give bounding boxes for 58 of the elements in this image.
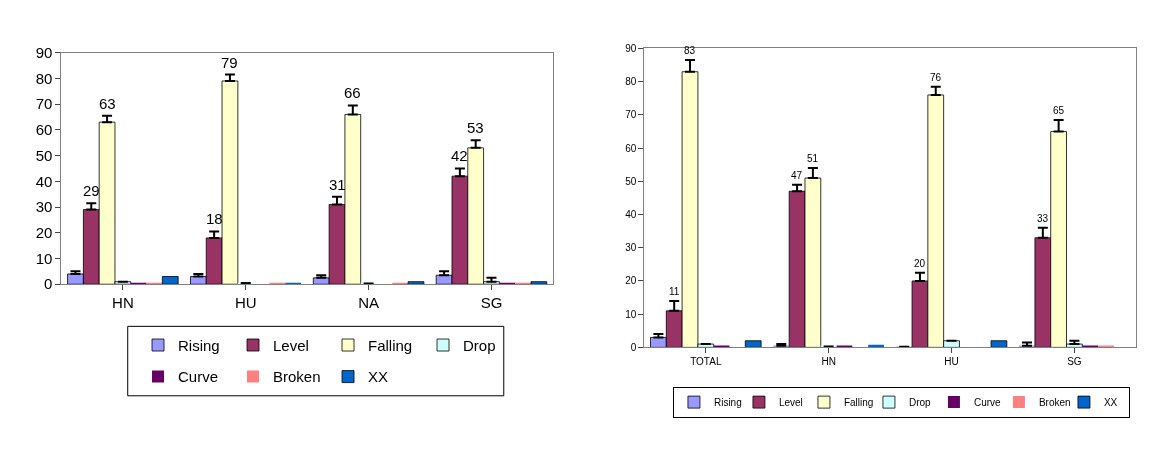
x-tick-label: HN [112, 294, 134, 312]
data-label: 31 [329, 176, 346, 193]
x-tick-label: SG [480, 294, 503, 312]
legend-label: Drop [463, 336, 496, 354]
legend-label: Rising [713, 397, 742, 409]
y-tick-label: 10 [35, 249, 53, 267]
y-tick-label: 80 [625, 76, 637, 88]
data-label: 53 [467, 119, 484, 136]
x-tick-label: HU [234, 294, 257, 312]
y-tick-label: 50 [35, 146, 53, 164]
data-label: 83 [684, 45, 696, 56]
y-tick-label: 30 [35, 198, 53, 216]
legend-label: Level [778, 397, 803, 409]
y-tick-label: 50 [625, 175, 637, 187]
y-tick-label: 0 [44, 275, 53, 293]
legend-label: Rising [178, 336, 220, 354]
y-tick-label: 60 [35, 121, 53, 139]
y-tick-label: 30 [625, 242, 637, 254]
x-tick-label: HN [821, 356, 836, 368]
y-tick-label: 20 [625, 275, 637, 287]
y-tick-label: 20 [35, 224, 53, 242]
data-label: 65 [1053, 105, 1065, 116]
x-tick-label: NA [358, 294, 380, 312]
data-label: 47 [791, 170, 803, 181]
legend-label: Level [273, 336, 309, 354]
y-tick-label: 0 [630, 341, 637, 353]
legend-label: Broken [1038, 397, 1071, 409]
y-tick-label: 40 [625, 209, 637, 221]
legend-label: XX [368, 368, 389, 386]
y-tick-label: 10 [625, 308, 637, 320]
y-tick-label: 60 [625, 142, 637, 154]
data-label: 51 [807, 153, 819, 164]
y-tick-label: 90 [35, 43, 53, 61]
data-label: 11 [669, 286, 680, 297]
data-label: 29 [83, 182, 100, 199]
y-tick-label: 80 [35, 69, 53, 87]
data-label: 79 [221, 54, 238, 71]
legend-label: Drop [908, 397, 932, 409]
legend-label: Falling [843, 397, 874, 409]
legend-label: Falling [368, 336, 413, 354]
legend-label: Curve [178, 368, 219, 386]
legend-label: Curve [973, 397, 1002, 409]
data-label: 20 [914, 258, 926, 269]
x-tick-label: TOTAL [690, 356, 722, 368]
data-label: 76 [930, 72, 942, 83]
data-label: 42 [451, 147, 468, 164]
data-label: 33 [1037, 213, 1049, 224]
data-label: 18 [206, 210, 223, 227]
legend-label: Broken [273, 368, 321, 386]
y-tick-label: 40 [35, 172, 53, 190]
y-tick-label: 90 [625, 42, 637, 54]
data-label: 63 [99, 95, 116, 112]
data-label: 66 [344, 84, 361, 101]
y-tick-label: 70 [35, 95, 53, 113]
legend-label: XX [1103, 397, 1118, 409]
y-tick-label: 70 [625, 109, 637, 121]
x-tick-label: HU [944, 356, 959, 368]
x-tick-label: SG [1067, 356, 1082, 368]
